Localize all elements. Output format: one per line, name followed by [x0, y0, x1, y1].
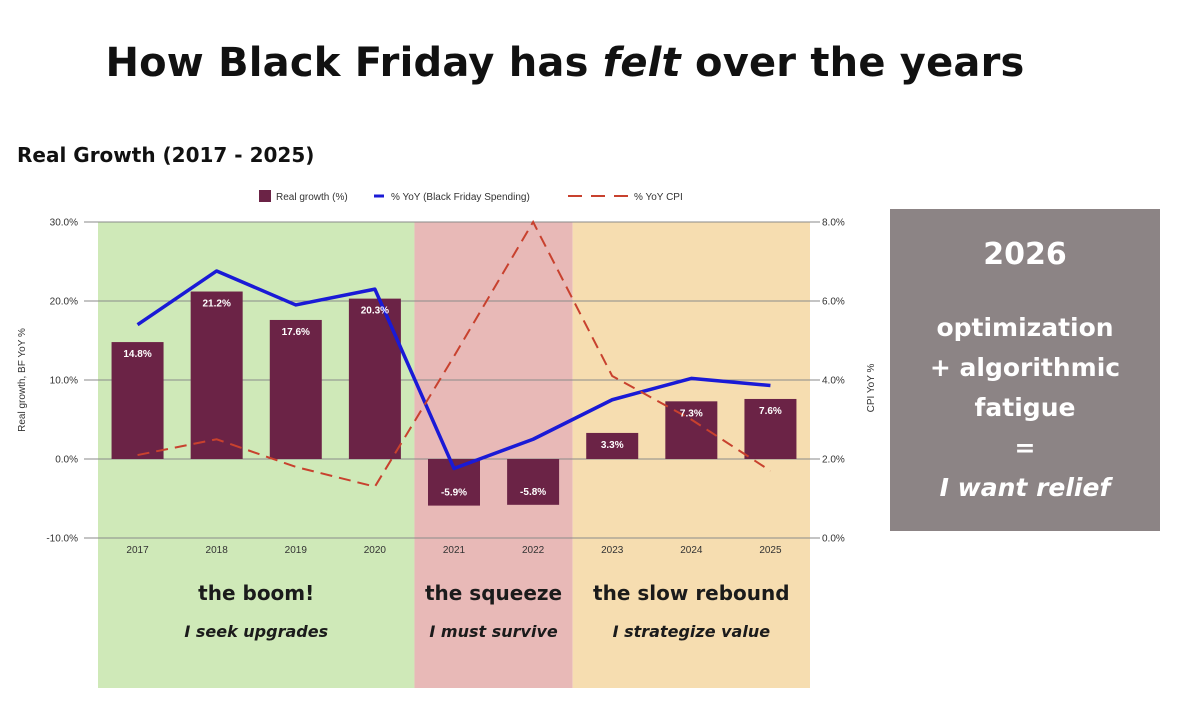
title-text-emphasis: felt: [602, 40, 681, 86]
right-tick-label: 6.0%: [822, 297, 845, 308]
x-tick-label: 2025: [759, 545, 782, 556]
left-tick-label: 0.0%: [55, 455, 78, 466]
legend-swatch-bar: [259, 190, 271, 202]
legend: Real growth (%) % YoY (Black Friday Spend…: [259, 190, 683, 203]
left-tick-label: 30.0%: [50, 218, 78, 229]
bars: [111, 291, 797, 506]
right-tick-label: 4.0%: [822, 376, 845, 387]
bar-data-label: -5.8%: [520, 487, 546, 498]
bar-data-label: 3.3%: [601, 440, 624, 451]
page-title: How Black Friday has felt over the years: [0, 40, 1130, 86]
segment-title-3: the slow rebound: [593, 581, 790, 605]
side-panel-line-1: optimization: [936, 313, 1114, 342]
right-tick-label: 0.0%: [822, 534, 845, 545]
bar: [190, 291, 243, 459]
left-tick-label: -10.0%: [46, 534, 78, 545]
x-tick-label: 2018: [206, 545, 229, 556]
legend-label-real-growth: Real growth (%): [276, 192, 348, 203]
left-tick-label: 10.0%: [50, 376, 78, 387]
right-tick-label: 8.0%: [822, 218, 845, 229]
chart-title: Real Growth (2017 - 2025): [17, 143, 315, 167]
right-tick-label: 2.0%: [822, 455, 845, 466]
side-panel-line-4: =: [1014, 433, 1036, 462]
bar: [586, 432, 639, 459]
side-panel-year: 2026: [983, 237, 1067, 272]
side-panel-line-2: + algorithmic: [929, 353, 1121, 382]
x-tick-label: 2024: [680, 545, 703, 556]
x-tick-label: 2023: [601, 545, 624, 556]
side-panel-line-3: fatigue: [974, 393, 1076, 422]
bar-data-label: 21.2%: [202, 299, 230, 310]
bar-data-label: 7.6%: [759, 406, 782, 417]
legend-label-cpi: % YoY CPI: [634, 192, 683, 203]
side-panel: 2026 optimization + algorithmic fatigue …: [890, 209, 1160, 531]
bar-data-label: 7.3%: [680, 408, 703, 419]
bar-data-label: -5.9%: [441, 488, 467, 499]
x-tick-label: 2022: [522, 545, 545, 556]
bar: [111, 342, 164, 459]
segment-subtitle-3: I strategize value: [613, 622, 771, 641]
x-tick-label: 2019: [285, 545, 308, 556]
bar-data-label: 20.3%: [361, 306, 389, 317]
title-text-start: How Black Friday has: [105, 40, 603, 86]
bar: [269, 319, 322, 459]
bar-data-label: 14.8%: [123, 349, 151, 360]
segment-title-2: the squeeze: [425, 581, 562, 605]
bar-data-label: 17.6%: [282, 327, 310, 338]
x-tick-label: 2017: [126, 545, 149, 556]
right-axis-title: CPI YoY %: [866, 364, 877, 413]
labels: the boom! I seek upgrades the squeeze I mus…: [17, 218, 877, 642]
segment-title-1: the boom!: [198, 581, 314, 605]
legend-label-spending: % YoY (Black Friday Spending): [391, 192, 530, 203]
lines: [136, 219, 771, 488]
bar: [507, 459, 560, 505]
segment-subtitle-2: I must survive: [429, 622, 557, 641]
bar: [744, 398, 797, 459]
x-tick-label: 2020: [364, 545, 387, 556]
x-tick-label: 2021: [443, 545, 466, 556]
spending-line: [136, 269, 771, 471]
side-panel-line-5: I want relief: [939, 473, 1111, 502]
title-text-end: over the years: [680, 40, 1025, 86]
left-axis-title: Real growth, BF YoY %: [17, 328, 28, 432]
left-tick-label: 20.0%: [50, 297, 78, 308]
cpi-line: [137, 219, 771, 488]
bar: [348, 298, 401, 459]
segment-subtitle-1: I seek upgrades: [184, 622, 328, 641]
